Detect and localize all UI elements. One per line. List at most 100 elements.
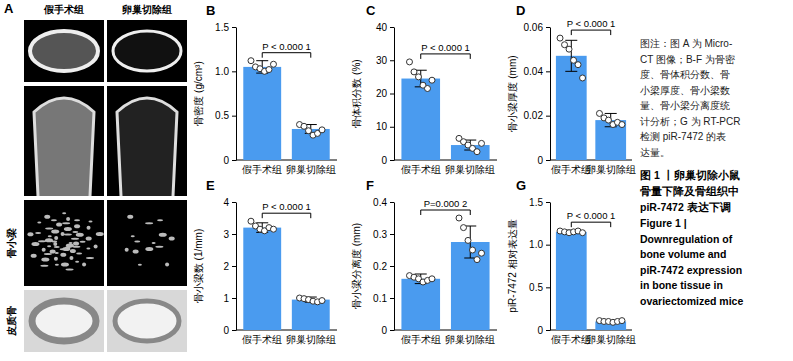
caption-note: 达量。 (640, 147, 670, 158)
chart-panel: E01234假手术组卵巢切除组骨小梁数 (1/mm)P < 0.000 1 (193, 178, 337, 345)
chart-panel: F00.10.20.30.4假手术组卵巢切除组骨小梁分离度 (mm)P=0.00… (351, 178, 497, 345)
trabecula (31, 254, 37, 258)
y-tick-label: 4 (223, 197, 229, 208)
y-axis: 00.10.20.30.4 (373, 197, 394, 336)
x-axis: 假手术组卵巢切除组 (394, 160, 497, 175)
y-tick: 3 (223, 229, 236, 240)
y-tick-label: 30 (376, 55, 388, 66)
y-tick: 1.5 (529, 197, 550, 208)
y-axis-line (550, 28, 551, 161)
trabecula (127, 215, 133, 219)
y-tick: 0.1 (373, 293, 394, 304)
marks (243, 58, 329, 160)
y-tick: 1 (223, 293, 236, 304)
data-point (474, 149, 480, 155)
trabecula (76, 233, 84, 237)
y-tick-label: 0 (381, 325, 387, 336)
trabecula (60, 248, 66, 250)
image-bg (24, 20, 104, 82)
cortical-ring (32, 301, 96, 341)
trabecula (159, 233, 167, 237)
trabecula (66, 217, 70, 221)
x-axis: 假手术组卵巢切除组 (550, 330, 636, 345)
bar (401, 279, 440, 330)
trabecula (44, 253, 52, 255)
panel-letter: C (366, 3, 376, 18)
trabecula (152, 242, 156, 244)
image-bg (107, 290, 187, 352)
trabecula (53, 242, 57, 246)
data-point (479, 140, 485, 146)
data-point (575, 62, 581, 68)
caption-note: 检测 piR-7472 的表 (640, 131, 726, 142)
data-point (248, 58, 254, 64)
x-tick: 卵巢切除组 (286, 164, 336, 175)
y-tick-mark (546, 160, 550, 161)
y-tick-label: 1.0 (529, 239, 543, 250)
y-tick-label: 0.1 (373, 293, 387, 304)
y-axis: 00.020.040.06 (524, 22, 551, 166)
caption-title-en: Downregulation of (640, 233, 733, 245)
y-axis-title: 骨体积分数 (%) (351, 59, 362, 127)
trabecula (50, 250, 56, 254)
data-point (270, 61, 276, 67)
y-tick-mark (546, 27, 550, 28)
trabecula (86, 257, 94, 259)
y-tick-label: 0 (381, 155, 387, 166)
data-point (319, 127, 325, 133)
trabecula (131, 235, 135, 237)
y-axis: 00.51.01.5 (215, 22, 236, 166)
caption-note: 度、骨体积分数、骨 (640, 69, 730, 80)
y-tick-mark (546, 245, 550, 246)
data-point (465, 237, 471, 243)
x-tick: 卵巢切除组 (445, 164, 495, 175)
significance-bracket (571, 30, 610, 35)
trabecula (169, 237, 175, 241)
y-tick: 0.3 (373, 229, 394, 240)
trabecula (80, 241, 86, 243)
caption-title-en: ovariectomized mice (640, 295, 743, 307)
category-label: 卵巢切除组 (286, 164, 336, 175)
data-point (470, 247, 476, 253)
y-tick: 30 (376, 55, 394, 66)
trabecula (64, 234, 72, 236)
data-point (580, 75, 586, 81)
y-tick-mark (546, 116, 550, 117)
y-tick-mark (546, 330, 550, 331)
y-tick-label: 0.5 (529, 282, 543, 293)
chart-panel: C010203040假手术组卵巢切除组骨体积分数 (%)P < 0.000 1 (351, 3, 497, 175)
trabecula (37, 221, 41, 223)
y-tick: 0.04 (524, 66, 550, 77)
marks (556, 35, 626, 160)
y-axis: 010203040 (376, 22, 395, 166)
caption-note: 图注：图 A 为 Micro- (640, 38, 732, 49)
y-tick-label: 3 (223, 229, 229, 240)
y-tick-label: 0.2 (373, 261, 387, 272)
trabecula (86, 237, 92, 241)
y-axis-title: 骨小梁分离度 (mm) (351, 223, 362, 309)
micro-ct-images (24, 20, 187, 352)
marks (243, 218, 329, 330)
trabecula (138, 264, 142, 266)
y-tick-mark (390, 330, 394, 331)
y-tick-label: 0 (537, 155, 543, 166)
x-tick: 假手术组 (401, 334, 441, 345)
chart-panel: D00.020.040.06假手术组卵巢切除组骨小梁厚度 (mm)P < 0.0… (507, 3, 636, 175)
marks (556, 228, 626, 330)
trabecula (56, 223, 62, 227)
trabecula (65, 246, 71, 248)
y-tick-mark (232, 266, 236, 267)
y-axis: 00.51.01.5 (529, 197, 550, 336)
x-axis: 假手术组卵巢切除组 (236, 330, 337, 345)
y-tick-label: 0 (223, 325, 229, 336)
data-point (429, 77, 435, 83)
significance-bracket (571, 222, 610, 227)
data-point (270, 226, 276, 232)
data-point (429, 276, 435, 282)
category-label: 卵巢切除组 (445, 334, 495, 345)
row-label: 骨小梁 (6, 228, 17, 258)
panel-letter: G (516, 178, 526, 193)
y-tick-mark (546, 202, 550, 203)
y-tick-label: 0.02 (524, 110, 544, 121)
caption-title-en: Figure 1 | (640, 217, 687, 229)
